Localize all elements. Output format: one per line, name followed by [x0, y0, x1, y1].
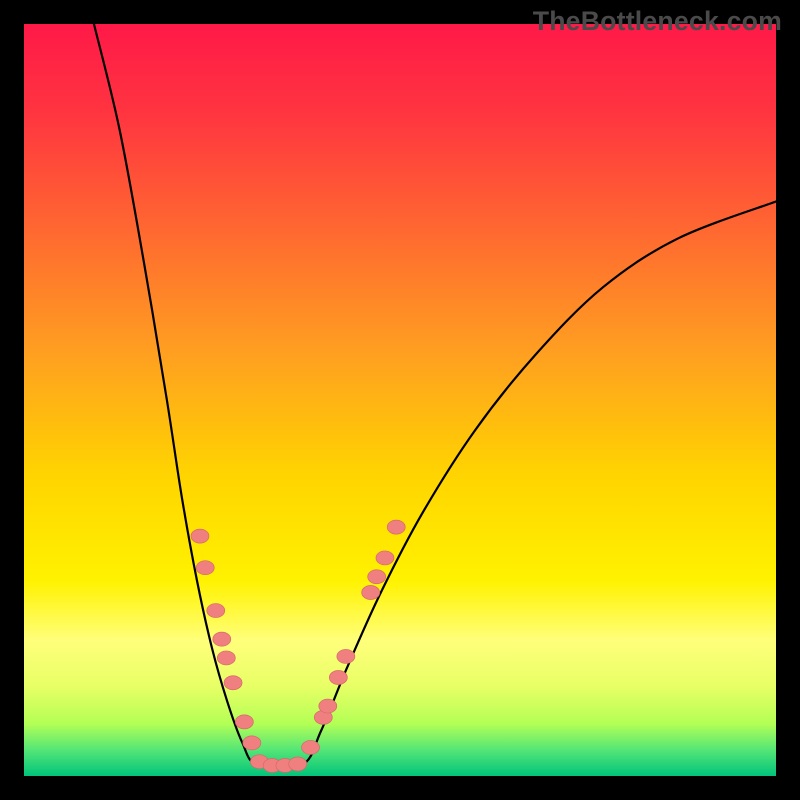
data-marker — [217, 651, 235, 665]
data-marker — [235, 715, 253, 729]
data-marker — [362, 586, 380, 600]
data-marker — [329, 670, 347, 684]
data-marker — [289, 757, 307, 771]
data-marker — [243, 736, 261, 750]
chart-frame: TheBottleneck.com — [0, 0, 800, 800]
chart-svg — [0, 0, 800, 800]
watermark-text: TheBottleneck.com — [533, 6, 782, 37]
data-marker — [368, 570, 386, 584]
data-marker — [213, 632, 231, 646]
data-marker — [337, 649, 355, 663]
data-marker — [191, 529, 209, 543]
data-marker — [319, 699, 337, 713]
data-marker — [207, 604, 225, 618]
data-marker — [302, 740, 320, 754]
data-marker — [387, 520, 405, 534]
data-marker — [196, 561, 214, 575]
data-marker — [224, 676, 242, 690]
data-marker — [376, 551, 394, 565]
plot-background — [24, 24, 776, 776]
